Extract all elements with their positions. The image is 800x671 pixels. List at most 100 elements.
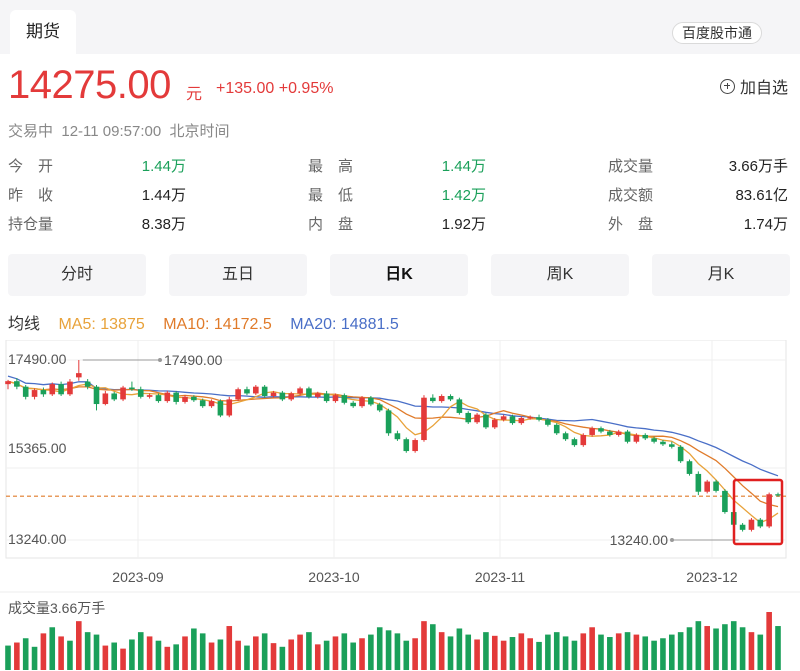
- volume-bar: [722, 624, 728, 670]
- plus-circle-icon: [719, 78, 735, 94]
- candle-body: [766, 494, 772, 527]
- kline-chart[interactable]: 17490.00 15365.00 13240.00 2023-09 2023-10 20…: [0, 340, 800, 671]
- stats-row: 昨 收 1.44万 最 低 1.42万 成交额 83.61亿: [0, 184, 800, 212]
- candle-body: [111, 393, 118, 400]
- volume-bar: [598, 634, 604, 670]
- candle-body: [553, 424, 560, 434]
- last-price: 14275.00: [8, 63, 171, 107]
- volume-bar: [766, 612, 772, 670]
- period-tab[interactable]: 五日: [169, 254, 307, 296]
- stat-value: 8.38万: [141, 216, 186, 233]
- status-text: 交易中: [8, 123, 54, 140]
- volume-bar: [651, 640, 657, 670]
- candle-body: [668, 444, 675, 447]
- tab-futures[interactable]: 期货: [10, 10, 76, 54]
- candle-body: [748, 519, 755, 530]
- volume-bar: [660, 638, 666, 670]
- candle-body: [314, 393, 321, 397]
- volume-bar: [323, 640, 330, 670]
- candle-body: [536, 417, 542, 420]
- stats-row: 持仓量 8.38万 内 盘 1.92万 外 盘 1.74万: [0, 213, 800, 241]
- candle-body: [677, 446, 684, 462]
- x-tick-label: 2023-10: [308, 569, 360, 585]
- volume-bar: [111, 642, 118, 670]
- candle-body: [465, 412, 472, 423]
- volume-bar: [279, 646, 286, 670]
- candle-body: [332, 395, 339, 402]
- volume-bar: [146, 636, 153, 670]
- plot-frame: [5, 340, 787, 559]
- candle-body: [545, 419, 551, 425]
- candle-body: [182, 396, 188, 402]
- candle-body: [412, 440, 418, 452]
- volume-bar: [491, 635, 498, 670]
- volume-bar: [438, 632, 445, 670]
- change-amount: +135.00: [216, 80, 275, 97]
- volume-bar: [376, 627, 383, 670]
- volume-bar: [500, 640, 507, 670]
- volume-bar: [757, 634, 764, 670]
- candle-body: [376, 404, 383, 411]
- volume-bar: [642, 636, 649, 670]
- candle-body: [14, 381, 20, 387]
- candle-body: [633, 434, 640, 442]
- volume-bar: [129, 639, 135, 670]
- candle-body: [253, 386, 259, 394]
- y-tick-label: 15365.00: [8, 440, 67, 456]
- stat-label: 最 低: [308, 187, 354, 204]
- candle-body: [642, 434, 649, 439]
- period-tab[interactable]: 周K: [491, 254, 629, 296]
- volume-bar: [208, 642, 215, 670]
- volume-bar: [76, 621, 82, 670]
- candle-body: [297, 388, 303, 394]
- candle-body: [102, 393, 109, 405]
- period-tab[interactable]: 月K: [652, 254, 790, 296]
- candle-body: [306, 388, 312, 397]
- candle-body: [474, 414, 480, 423]
- ma-legend: 均线 MA5: 13875 MA10: 14172.5 MA20: 14881.…: [8, 310, 413, 334]
- candle-body: [571, 439, 578, 446]
- highlight-box: [732, 478, 784, 546]
- volume-bar: [31, 646, 38, 670]
- volume-bar: [40, 633, 47, 670]
- ma10-legend: MA10: 14172.5: [163, 316, 272, 333]
- candle-body: [226, 399, 233, 416]
- volume-bar: [22, 638, 29, 670]
- change-percent: +0.95%: [278, 80, 334, 97]
- candle-body: [84, 381, 91, 387]
- timezone-label: 北京时间: [169, 123, 230, 140]
- candle-body: [359, 397, 365, 407]
- volume-bar: [253, 636, 259, 670]
- volume-bar: [226, 626, 233, 670]
- trading-status: 交易中 12-11 09:57:00 北京时间: [8, 120, 230, 141]
- volume-bar: [536, 641, 542, 670]
- candle-body: [607, 431, 613, 435]
- add-watchlist-button[interactable]: 加自选: [719, 74, 788, 98]
- candle-body: [31, 390, 38, 397]
- volume-bar: [607, 637, 613, 670]
- volume-bar: [394, 633, 401, 670]
- candle-body: [270, 392, 277, 396]
- candle-body: [235, 389, 241, 400]
- period-tab[interactable]: 分时: [8, 254, 146, 296]
- max-pointer-dot: [158, 358, 162, 362]
- volume-bar: [102, 645, 109, 670]
- candle-body: [261, 386, 268, 396]
- period-tab[interactable]: 日K: [330, 254, 468, 296]
- volume-bar: [332, 636, 339, 670]
- min-pointer-dot: [670, 538, 674, 542]
- volume-bar: [58, 636, 64, 670]
- volume-bar: [314, 644, 321, 670]
- quote-datetime: 12-11 09:57:00: [61, 123, 162, 140]
- baidu-stock-button[interactable]: 百度股市通: [672, 22, 762, 44]
- ma-legend-title: 均线: [8, 316, 41, 333]
- y-tick-label: 13240.00: [8, 531, 67, 547]
- candle-body: [93, 386, 100, 405]
- candle-body: [208, 401, 215, 407]
- volume-bar: [518, 633, 525, 670]
- volume-bar: [527, 638, 533, 670]
- candle-body: [191, 396, 197, 401]
- candle-body: [509, 416, 516, 424]
- candle-body: [5, 381, 11, 385]
- volume-bar: [137, 632, 144, 670]
